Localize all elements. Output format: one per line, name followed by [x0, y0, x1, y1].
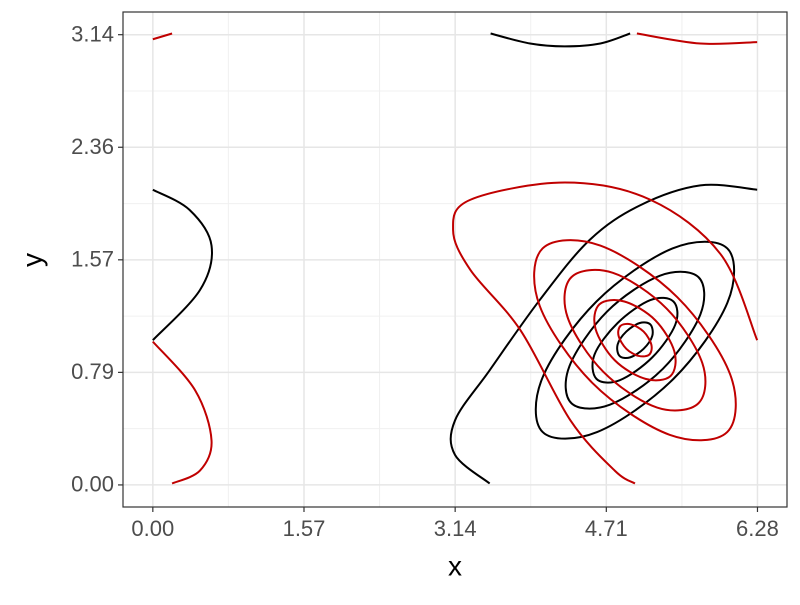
x-axis-title: x — [448, 550, 462, 581]
contour-line — [534, 240, 736, 440]
contour-line — [563, 268, 707, 412]
y-axis-title: y — [16, 253, 47, 267]
contour-line — [593, 299, 677, 382]
x-tick-label: 4.71 — [585, 516, 628, 541]
contour-line — [591, 296, 679, 384]
contour-line — [616, 321, 654, 360]
x-tick-label: 0.00 — [131, 516, 174, 541]
x-tick-label: 6.28 — [736, 516, 779, 541]
contour-line — [152, 188, 213, 341]
panel-border — [122, 11, 788, 508]
contour-line — [152, 340, 213, 485]
contour-line — [152, 32, 173, 41]
contour-line — [617, 322, 653, 358]
contour-line — [452, 181, 759, 485]
contour-line — [490, 32, 631, 48]
contour-line — [636, 32, 758, 45]
contour-line — [449, 183, 758, 485]
y-tick-label: 3.14 — [71, 22, 114, 47]
x-tick-label: 3.14 — [434, 516, 477, 541]
y-tick-label: 0.79 — [71, 359, 114, 384]
contour-line — [564, 270, 706, 410]
y-tick-label: 0.00 — [71, 472, 114, 497]
contour-line — [533, 239, 737, 442]
x-tick-label: 1.57 — [283, 516, 326, 541]
y-tick-label: 1.57 — [71, 247, 114, 272]
y-tick-label: 2.36 — [71, 134, 114, 159]
